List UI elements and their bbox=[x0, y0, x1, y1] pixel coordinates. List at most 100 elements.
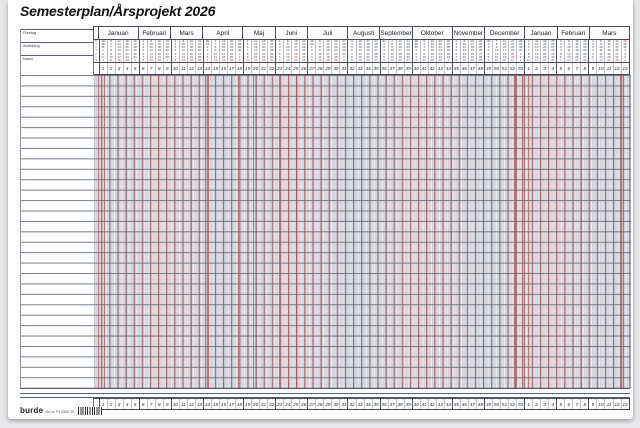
week-number: 51 bbox=[500, 399, 508, 409]
week-number: 43 bbox=[436, 63, 444, 74]
week-number: 25 bbox=[291, 399, 299, 409]
week-number: 25 bbox=[291, 63, 299, 74]
week-number: 10 bbox=[171, 63, 179, 74]
calendar-header: Företag Avdelning Namn JanuariFebruariMa… bbox=[20, 26, 630, 75]
week-number: 9 bbox=[588, 399, 596, 409]
week-number: 4 bbox=[123, 399, 131, 409]
week-number: 18 bbox=[235, 63, 243, 74]
week-number: 46 bbox=[460, 399, 468, 409]
company-field-label: Företag bbox=[21, 29, 94, 42]
mini-week-column: 22232425262728 bbox=[299, 40, 307, 62]
mini-week-column: 16171819202122 bbox=[187, 40, 195, 62]
week-number: 9 bbox=[588, 63, 596, 74]
week-number: 22 bbox=[267, 63, 275, 74]
department-field-label: Avdelning bbox=[21, 42, 94, 55]
week-number: 10 bbox=[171, 399, 179, 409]
week-number: 45 bbox=[452, 399, 460, 409]
holiday-line bbox=[279, 75, 280, 388]
mini-week-column: 19202122232425 bbox=[123, 40, 131, 62]
mini-week-column: 45678910 bbox=[243, 40, 251, 62]
month-band: JanuariFebruariMarsAprilMajJuniJuliAugus… bbox=[93, 26, 630, 40]
holiday-line bbox=[205, 75, 206, 388]
mini-week-column: 17181920212223 bbox=[364, 40, 372, 62]
week-number: 50 bbox=[492, 63, 500, 74]
mini-week-column: 9101112131415 bbox=[147, 40, 155, 62]
mini-week-column: 30123456 bbox=[484, 40, 492, 62]
mini-week-column: 891011121314 bbox=[596, 40, 604, 62]
mini-week-column: 11121314151617 bbox=[251, 40, 259, 62]
week-number-row-top: 1234567891011121314151617181920212223242… bbox=[93, 62, 630, 75]
mini-week-column: 10111213141516 bbox=[356, 40, 364, 62]
mini-week-column: 1234567 bbox=[588, 40, 596, 62]
week-number: 3 bbox=[115, 63, 123, 74]
week-number: 12 bbox=[187, 63, 195, 74]
week-number: 52 bbox=[508, 63, 516, 74]
holiday-line bbox=[515, 75, 516, 388]
week-number: 11 bbox=[179, 399, 187, 409]
mini-week-column: 2324252627281 bbox=[163, 40, 171, 62]
mini-week-column: 15161718192021 bbox=[604, 40, 612, 62]
week-number: 28 bbox=[315, 399, 323, 409]
mini-week-column: 2345678 bbox=[139, 40, 147, 62]
week-number: 49 bbox=[484, 63, 492, 74]
week-number: 24 bbox=[283, 63, 291, 74]
holiday-line bbox=[620, 75, 621, 388]
month-label: April bbox=[203, 27, 243, 39]
mini-week-column: 2345678 bbox=[452, 40, 460, 62]
week-number: 37 bbox=[388, 63, 396, 74]
mini-week-column: 22232425262728 bbox=[580, 40, 588, 62]
week-number: 43 bbox=[436, 399, 444, 409]
week-number: 39 bbox=[404, 63, 412, 74]
mini-week-column: 293012345 bbox=[307, 40, 315, 62]
week-number: 32 bbox=[347, 63, 355, 74]
week-number: 42 bbox=[428, 63, 436, 74]
week-number: 7 bbox=[572, 399, 580, 409]
mini-date-grid: MTOTFLS 29303112345678910111213141516171… bbox=[93, 40, 630, 62]
week-number: 44 bbox=[444, 399, 452, 409]
mini-week-column: 45678910 bbox=[524, 40, 532, 62]
week-number: 6 bbox=[564, 63, 572, 74]
week-number: 30 bbox=[331, 63, 339, 74]
week-number: 1 bbox=[524, 399, 532, 409]
week-number: 19 bbox=[243, 63, 251, 74]
burde-logo: burde bbox=[20, 406, 43, 415]
holiday-line bbox=[623, 75, 624, 388]
month-label: Augusti bbox=[348, 27, 380, 39]
week-number: 34 bbox=[364, 399, 372, 409]
week-number: 24 bbox=[283, 399, 291, 409]
week-number: 53 bbox=[516, 399, 524, 409]
week-number: 2 bbox=[532, 63, 540, 74]
week-number: 18 bbox=[235, 399, 243, 409]
mini-week-column: 1234567 bbox=[275, 40, 283, 62]
mini-week-column: 18192021222324 bbox=[540, 40, 548, 62]
mini-week-column: 2627282930311 bbox=[131, 40, 139, 62]
holiday-line bbox=[238, 75, 239, 388]
mini-week-column: 272829303112 bbox=[339, 40, 347, 62]
week-number: 17 bbox=[227, 63, 235, 74]
week-number: 8 bbox=[580, 399, 588, 409]
week-number: 15 bbox=[211, 63, 219, 74]
week-number: 40 bbox=[412, 399, 420, 409]
week-number: 3 bbox=[115, 399, 123, 409]
week-number: 5 bbox=[131, 63, 139, 74]
mini-week-column: 14151617181920 bbox=[396, 40, 404, 62]
week-number: 26 bbox=[299, 399, 307, 409]
week-number: 27 bbox=[307, 399, 315, 409]
mini-week-column: 567891011 bbox=[420, 40, 428, 62]
holiday-line bbox=[98, 75, 99, 388]
week-number: 37 bbox=[388, 399, 396, 409]
mini-week-column: 24252627282930 bbox=[372, 40, 380, 62]
week-number: 19 bbox=[243, 399, 251, 409]
week-number: 11 bbox=[604, 63, 612, 74]
week-number: 27 bbox=[307, 63, 315, 74]
week-number: 41 bbox=[420, 399, 428, 409]
mini-week-column: 19202122232425 bbox=[436, 40, 444, 62]
week-number: 2 bbox=[107, 63, 115, 74]
week-number: 50 bbox=[492, 399, 500, 409]
week-number: 41 bbox=[420, 63, 428, 74]
mini-week-column: 16171819202122 bbox=[468, 40, 476, 62]
mini-week-column: 1234567 bbox=[556, 40, 564, 62]
mini-week-column: 20212223242526 bbox=[331, 40, 339, 62]
month-label: Juni bbox=[276, 27, 308, 39]
mini-week-column: 13141516171819 bbox=[323, 40, 331, 62]
